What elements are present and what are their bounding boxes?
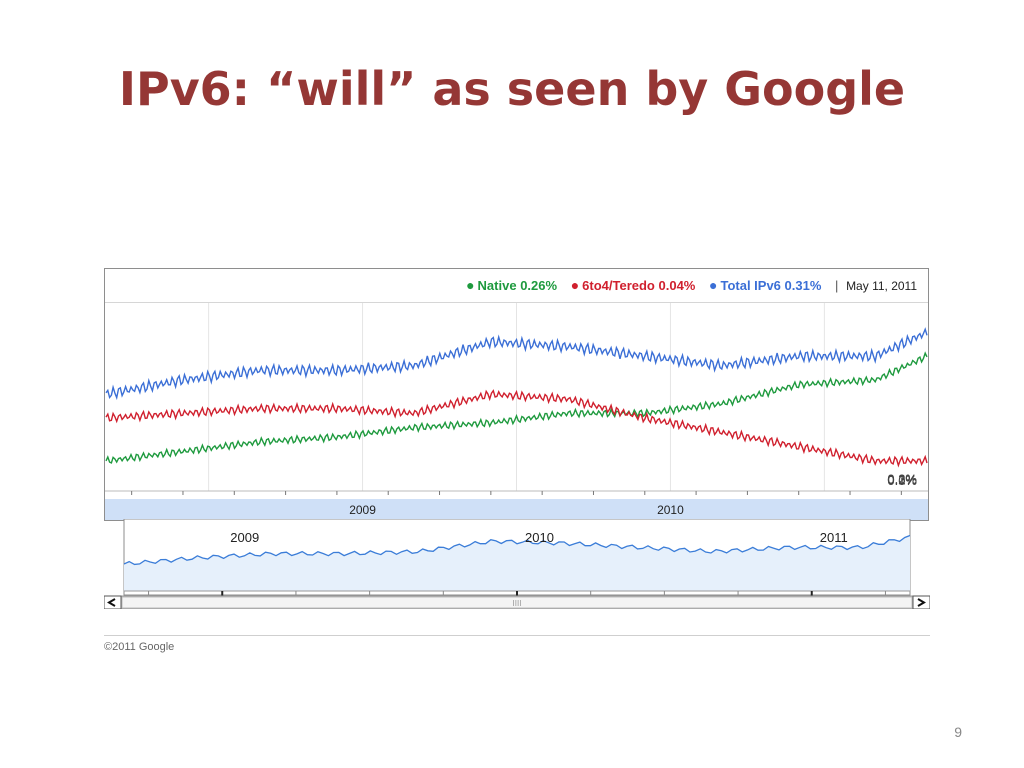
- legend-label: Native: [477, 278, 517, 293]
- slide-title: IPv6: “will” as seen by Google: [118, 62, 906, 116]
- navigator-area: [124, 535, 910, 591]
- scrollbar-grip-icon: IIII: [513, 599, 522, 608]
- legend-dot-icon: ●: [466, 277, 475, 293]
- x-tick-label: 2009: [349, 503, 376, 517]
- y-tick-label: 0.3%: [887, 472, 917, 487]
- legend-label: 6to4/Teredo: [582, 278, 655, 293]
- legend-total[interactable]: ● Total IPv6 0.31%: [709, 277, 825, 293]
- legend-6to4[interactable]: ● 6to4/Teredo 0.04%: [570, 277, 699, 293]
- legend-native[interactable]: ● Native 0.26%: [466, 277, 561, 293]
- legend-label: Total IPv6: [720, 278, 781, 293]
- series-line-native: [105, 351, 928, 464]
- legend-dot-icon: ●: [570, 277, 580, 293]
- chart-widget: ● Native 0.26% ● 6to4/Teredo 0.04% ● Total …: [104, 268, 930, 663]
- legend-value: 0.31%: [784, 278, 822, 293]
- chevron-left-icon: [107, 598, 116, 607]
- scroll-left-button: [104, 595, 122, 609]
- navigator-year-label: 2010: [525, 530, 554, 545]
- x-tick-label: 2010: [657, 503, 684, 517]
- navigator-year-label: 2011: [820, 530, 848, 545]
- range-navigator[interactable]: 2009 2010 2011 IIII: [104, 519, 930, 609]
- series-line-total-ipv6: [105, 327, 928, 401]
- legend-divider: [105, 302, 928, 303]
- series-line-6to4-teredo: [105, 389, 928, 468]
- legend-value: 0.04%: [658, 278, 696, 293]
- scroll-right-button: [912, 595, 930, 609]
- x-label-band: [105, 499, 928, 520]
- navigator-line: [123, 534, 911, 566]
- navigator-year-label: 2009: [230, 530, 259, 545]
- copyright: ©2011 Google: [104, 641, 175, 653]
- y-tick-label: 0.0%: [887, 473, 917, 488]
- chevron-right-icon: [917, 598, 926, 607]
- main-chart-frame: ● Native 0.26% ● 6to4/Teredo 0.04% ● Total …: [104, 268, 929, 521]
- legend-dot-icon: ●: [709, 277, 718, 293]
- legend-separator: |: [835, 278, 839, 293]
- page-number: 9: [954, 724, 962, 740]
- legend: ● Native 0.26% ● 6to4/Teredo 0.04% ● Total …: [105, 277, 917, 293]
- y-tick-label: 0.1%: [887, 473, 917, 488]
- y-tick-label: 0.2%: [887, 472, 917, 487]
- main-plot: 0.3%0.2%0.1%0.0% 2009 2010: [105, 303, 928, 520]
- scrollbar-thumb: [121, 596, 913, 609]
- footer-divider: [104, 635, 930, 636]
- legend-value: 0.26%: [520, 278, 558, 293]
- legend-date: May 11, 2011: [846, 279, 917, 293]
